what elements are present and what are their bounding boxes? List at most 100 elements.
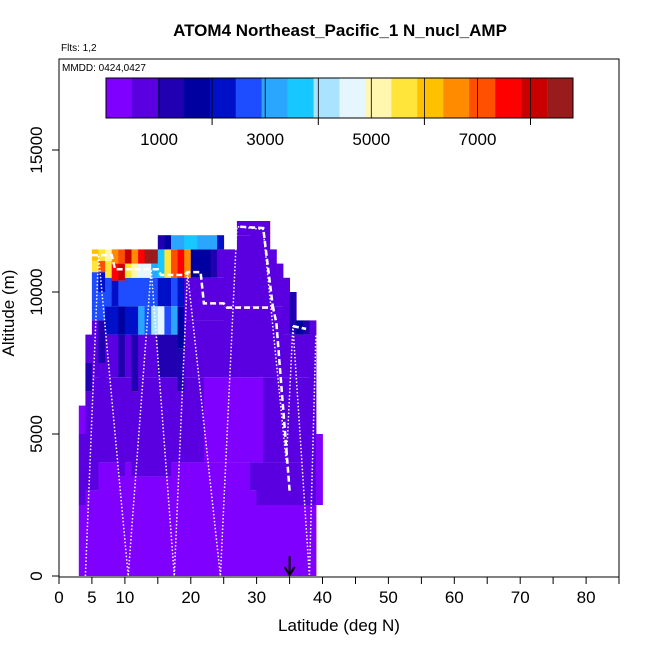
heatmap-cell (138, 277, 146, 307)
flights-note: Flts: 1,2 (61, 43, 97, 54)
heatmap-cell (184, 277, 192, 321)
heatmap-cell (210, 235, 218, 250)
heatmap-cell (171, 306, 178, 335)
heatmap-cell (144, 263, 152, 278)
heatmap-cell (164, 277, 172, 307)
colorbar-segment (131, 78, 159, 118)
heatmap-cell (171, 235, 178, 250)
heatmap-cell (197, 277, 205, 321)
heatmap-cell (203, 320, 211, 378)
heatmap-cell (151, 334, 159, 378)
heatmap-cell (217, 377, 225, 463)
x-axis: 0 5 10 20 30 40 50 60 70 80 (54, 577, 620, 607)
heatmap-cell (111, 263, 119, 281)
heatmap-cell (223, 306, 231, 378)
heatmap-cell (91, 272, 99, 292)
colorbar-segment (261, 78, 288, 118)
colorbar-segment (469, 78, 496, 118)
flight-tracks (84, 225, 317, 577)
heatmap-cell (283, 377, 290, 463)
heatmap-cell (302, 434, 310, 505)
heatmap-cell (230, 306, 238, 378)
y-tick-label: 0 (27, 571, 46, 580)
y-axis-label: Altitude (m) (0, 270, 18, 357)
heatmap-cell (276, 306, 284, 378)
heatmap-cell (197, 249, 205, 278)
heatmap-cell (131, 306, 139, 335)
heatmap-cell (309, 320, 317, 434)
heatmap-cell (190, 277, 198, 321)
heatmap-cell (190, 320, 198, 378)
heatmap-cell (171, 277, 178, 307)
x-tick-label: 50 (379, 588, 398, 607)
heatmap-cell (203, 462, 211, 576)
heatmap-cell (91, 260, 99, 273)
heatmap-cell (223, 377, 231, 463)
heatmap-cell (105, 277, 113, 307)
x-tick-label: 30 (247, 588, 266, 607)
heatmap-cell (131, 334, 139, 392)
heatmap-cell (124, 462, 132, 576)
heatmap-cell (296, 505, 304, 576)
heatmap-cell (256, 505, 264, 576)
heatmap-cell (236, 306, 244, 378)
x-tick-label: 70 (511, 588, 530, 607)
median-profile-line (91, 253, 291, 491)
heatmap-cell (157, 306, 165, 335)
colorbar-tick-label: 1000 (140, 130, 178, 149)
colorbar-segment (521, 78, 548, 118)
heatmap-cell (91, 320, 99, 378)
x-axis-label: Latitude (deg N) (278, 616, 400, 635)
heatmap-cell (151, 263, 159, 278)
heatmap-cell (118, 377, 126, 477)
heatmap-cell (78, 434, 86, 505)
heatmap-cell (243, 462, 251, 576)
heatmap-cell (171, 249, 178, 278)
heatmap-cell (91, 490, 99, 576)
heatmap-cell (236, 377, 244, 463)
heatmap-cell (85, 391, 93, 491)
heatmap-cell (250, 462, 258, 491)
heatmap-cell (203, 235, 211, 250)
colorbar-segment (417, 78, 444, 118)
colorbar-segment (183, 78, 210, 118)
heatmap-cell (190, 249, 198, 278)
heatmap-cell (164, 334, 172, 378)
colorbar-segment (209, 78, 236, 118)
heatmap-cell (105, 377, 113, 463)
heatmap-cell (236, 462, 244, 576)
colorbar-frame (105, 77, 574, 119)
x-tick-label: 10 (115, 588, 134, 607)
heatmap-cell (164, 306, 172, 335)
heatmap-cell (131, 263, 139, 278)
heatmap-cell (157, 235, 165, 250)
heatmap-cell (85, 490, 93, 576)
x-tick-label: 20 (181, 588, 200, 607)
heatmap-cell (302, 334, 310, 378)
x-tick-label: 40 (313, 588, 332, 607)
heatmap-cell (283, 505, 290, 576)
heatmap-cell (243, 377, 251, 463)
heatmap-cell (164, 377, 172, 477)
heatmap-cell (315, 434, 323, 505)
heatmap-cell (98, 363, 106, 463)
heatmap-cell (203, 277, 211, 321)
heatmap-cell (263, 377, 271, 463)
heatmap-cell (269, 377, 277, 463)
heatmap-cell (164, 249, 172, 278)
heatmap-cell (256, 221, 264, 307)
colorbar-segment (495, 78, 522, 118)
heatmap-cell (124, 334, 132, 378)
heatmap-cell (283, 334, 290, 378)
heatmap-cell (250, 306, 258, 378)
heatmap-cell (263, 505, 271, 576)
heatmap-cell (151, 377, 159, 477)
heatmap-cell (111, 377, 119, 463)
heatmap-cell (111, 249, 119, 264)
heatmap-cell (78, 505, 86, 576)
heatmap-cell (164, 476, 172, 576)
heatmap-cell (85, 363, 93, 392)
heatmap-cell (118, 263, 126, 281)
date-note: MMDD: 0424,0427 (62, 63, 146, 74)
heatmap-cell (283, 462, 290, 505)
